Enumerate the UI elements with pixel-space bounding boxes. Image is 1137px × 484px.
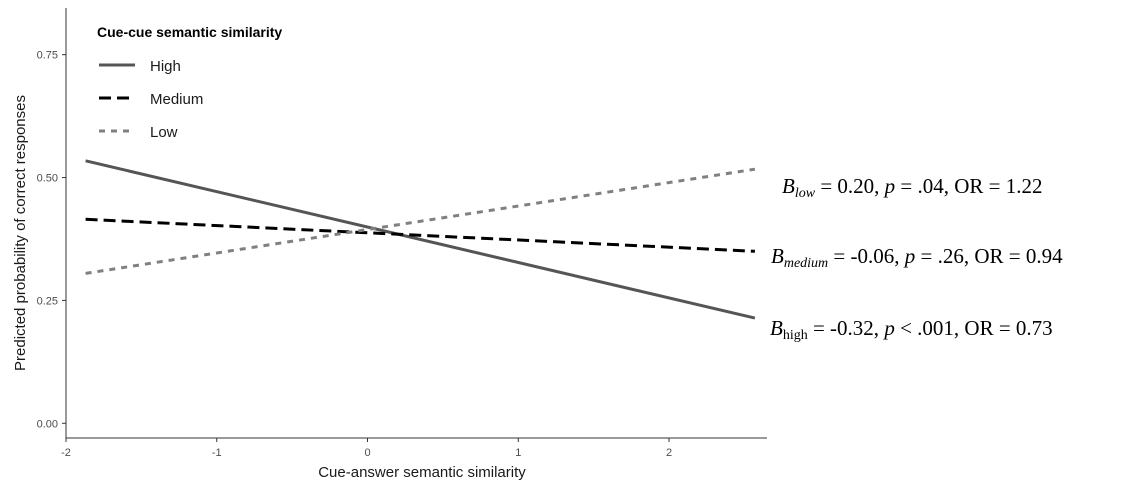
series-line-low	[85, 167, 756, 275]
legend: Cue-cue semantic similarity High Medium Lo…	[97, 24, 282, 141]
stat-annotation-low: Blow = 0.20, p = .04, OR = 1.22	[782, 174, 1043, 201]
x-axis-title: Cue-answer semantic similarity	[318, 464, 526, 481]
x-axis: -2 -1 0 1 2 Cue-answer semantic similarity	[61, 437, 767, 481]
stat-annotation-high: Bhigh = -0.32, p < .001, OR = 0.73	[770, 316, 1053, 343]
y-tick-label: 0.50	[37, 173, 58, 185]
legend-label-medium: Medium	[150, 91, 203, 108]
x-tick-label: 1	[515, 447, 521, 459]
annotations: Blow = 0.20, p = .04, OR = 1.22 Bmedium =…	[770, 174, 1063, 343]
x-tick-label: -2	[61, 447, 71, 459]
x-tick-label: 0	[364, 447, 370, 459]
legend-label-high: High	[150, 58, 181, 75]
series-line-high	[85, 159, 756, 320]
legend-label-low: Low	[150, 124, 178, 141]
x-axis-ticks: -2 -1 0 1 2	[61, 438, 672, 459]
x-tick-label: -1	[212, 447, 222, 459]
series-lines	[85, 159, 756, 320]
y-tick-label: 0.25	[37, 295, 58, 307]
y-axis: 0.00 0.25 0.50 0.75 Predicted probability o…	[12, 8, 67, 438]
y-axis-ticks: 0.00 0.25 0.50 0.75	[37, 50, 66, 430]
legend-items: High Medium Low	[99, 58, 203, 141]
y-tick-label: 0.75	[37, 50, 58, 62]
y-axis-title: Predicted probability of correct respons…	[12, 95, 29, 371]
legend-title: Cue-cue semantic similarity	[97, 24, 282, 40]
stat-annotation-medium: Bmedium = -0.06, p = .26, OR = 0.94	[771, 244, 1063, 271]
y-tick-label: 0.00	[37, 418, 58, 430]
x-tick-label: 2	[666, 447, 672, 459]
series-line-medium	[85, 217, 755, 253]
